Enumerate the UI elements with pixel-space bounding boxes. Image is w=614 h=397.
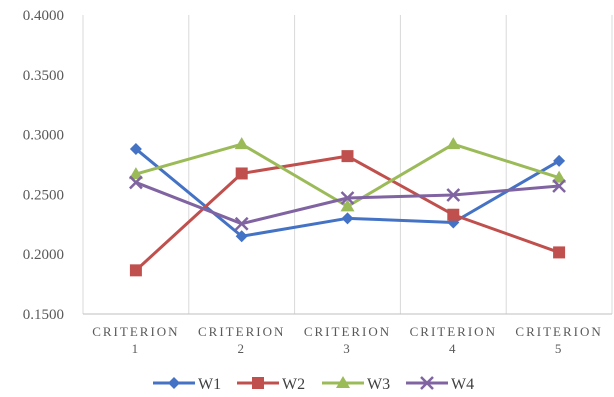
data-point [552,170,567,183]
legend-item: W2 [237,376,305,393]
data-point [446,188,461,202]
legend-label: W4 [451,376,474,393]
data-point [341,212,354,225]
y-tick-label: 0.3500 [23,68,64,84]
x-tick-label: 3 [343,341,352,356]
y-tick-label: 0.1500 [23,307,64,323]
x-tick-label: 5 [555,341,564,356]
legend-item: W4 [406,376,474,393]
data-point [252,377,264,389]
grid-lines [82,15,613,314]
data-point [234,216,249,231]
x-tick-label: CRITERION [198,324,285,339]
x-tick-label: CRITERION [304,324,391,339]
y-axis-tick-labels: 0.1500 0.2000 0.2500 0.3000 0.3500 0.4000 [23,8,64,323]
x-tick-label: CRITERION [410,324,497,339]
data-point [446,137,461,150]
legend-item: W1 [153,376,221,393]
data-point-stroke [234,216,249,231]
x-tick-label: CRITERION [515,324,602,339]
y-tick-label: 0.2000 [23,247,64,263]
data-point [235,167,248,180]
data-point [552,179,566,193]
x-tick-label: 4 [449,341,458,356]
data-point [129,142,142,155]
x-tick-label: 2 [237,341,246,356]
x-tick-label: CRITERION [92,324,179,339]
data-point [235,230,248,243]
series-w4 [129,175,566,231]
data-point [128,167,143,180]
data-point [341,150,354,163]
y-tick-label: 0.2500 [23,187,64,203]
data-point [234,137,249,150]
data-point [340,199,355,212]
data-point-stroke [340,191,355,205]
legend: W1 W2 W3 W4 [153,376,474,393]
data-point [553,154,566,167]
series-w3 [128,137,567,212]
data-point [129,264,142,277]
y-tick-label: 0.3000 [23,128,64,144]
data-point [447,208,460,221]
legend-label: W1 [198,376,221,393]
data-point [129,175,143,190]
data-point [420,376,434,390]
x-axis-category-labels: CRITERION 1 CRITERION 2 CRITERION 3 CRITERION 4… [92,324,602,356]
data-point [340,191,355,205]
series-w2 [129,150,566,277]
legend-label: W3 [367,376,390,393]
legend-item: W3 [322,376,390,393]
data-point-stroke [552,179,566,193]
data-point [553,246,566,259]
data-point [168,377,180,389]
data-point-stroke [446,188,461,202]
legend-label: W2 [282,376,305,393]
data-point [336,376,350,388]
series-lines [128,137,567,277]
x-tick-label: 1 [132,341,141,356]
y-tick-label: 0.4000 [23,8,64,24]
data-point-stroke [420,376,434,390]
data-point-stroke [129,175,143,190]
